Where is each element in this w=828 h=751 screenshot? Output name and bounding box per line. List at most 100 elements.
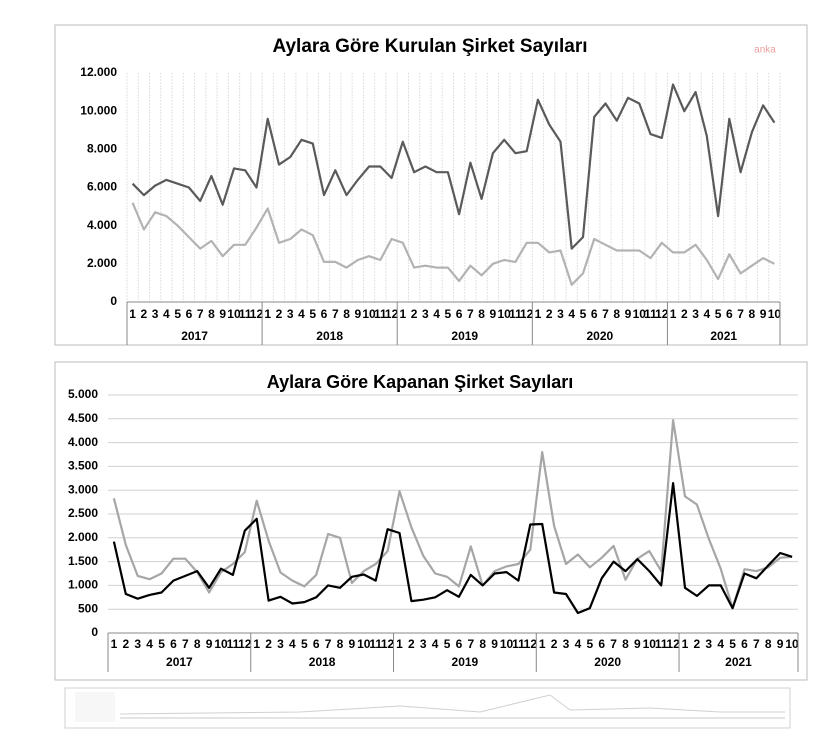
y-tick-label: 2.000: [68, 530, 98, 544]
y-tick-label: 10.000: [80, 103, 117, 117]
watermark: anka: [754, 45, 776, 56]
x-tick-label: 9: [349, 637, 356, 651]
x-tick-label: 1: [253, 637, 260, 651]
y-tick-label: 3.500: [68, 459, 98, 473]
x-tick-label: 6: [591, 307, 598, 321]
x-tick-label: 6: [313, 637, 320, 651]
x-tick-label: 1: [539, 637, 546, 651]
x-tick-label: 11: [512, 637, 525, 651]
chart-frame: [54, 361, 808, 681]
x-tick-label: 5: [445, 307, 452, 321]
chart-title: Aylara Göre Kapanan Şirket Sayıları: [267, 372, 573, 392]
x-tick-label: 10: [227, 307, 241, 321]
x-tick-label: 9: [760, 307, 767, 321]
x-tick-label: 6: [170, 637, 177, 651]
x-tick-label: 5: [174, 307, 181, 321]
thumbnail: [64, 687, 791, 729]
x-tick-label: 3: [705, 637, 712, 651]
x-tick-label: 4: [289, 637, 296, 651]
x-tick-label: 6: [726, 307, 733, 321]
x-tick-label: 1: [399, 307, 406, 321]
x-tick-label: 4: [568, 307, 575, 321]
x-tick-label: 4: [163, 307, 170, 321]
x-tick-label: 3: [134, 637, 141, 651]
x-tick-label: 8: [194, 637, 201, 651]
x-tick-label: 12: [524, 637, 538, 651]
x-tick-label: 8: [613, 307, 620, 321]
x-tick-label: 6: [456, 307, 463, 321]
x-tick-label: 10: [643, 637, 657, 651]
x-tick-label: 6: [321, 307, 328, 321]
y-tick-label: 1.500: [68, 554, 98, 568]
x-tick-label: 12: [238, 637, 252, 651]
x-tick-label: 2: [694, 637, 701, 651]
x-tick-label: 7: [753, 637, 760, 651]
chart-title: Aylara Göre Kurulan Şirket Sayıları: [272, 36, 587, 57]
x-tick-label: 10: [214, 637, 228, 651]
x-tick-label: 2: [411, 307, 418, 321]
x-tick-label: 4: [298, 307, 305, 321]
x-tick-label: 9: [219, 307, 226, 321]
x-tick-label: 8: [479, 637, 486, 651]
group-label: 2017: [166, 655, 193, 669]
x-tick-label: 11: [374, 307, 387, 321]
x-tick-label: 2: [681, 307, 688, 321]
y-tick-label: 2.000: [87, 256, 117, 270]
y-tick-label: 2.500: [68, 506, 98, 520]
x-tick-label: 1: [396, 637, 403, 651]
x-tick-label: 8: [749, 307, 756, 321]
x-tick-label: 2: [551, 637, 558, 651]
x-tick-label: 11: [509, 307, 522, 321]
x-tick-label: 12: [250, 307, 264, 321]
series-line: [112, 419, 793, 610]
x-tick-label: 5: [444, 637, 451, 651]
group-label: 2021: [710, 329, 737, 343]
x-tick-label: 3: [277, 637, 284, 651]
x-tick-label: 7: [737, 307, 744, 321]
x-tick-label: 7: [325, 637, 332, 651]
x-tick-label: 9: [777, 637, 784, 651]
x-tick-label: 6: [741, 637, 748, 651]
x-tick-label: 4: [146, 637, 153, 651]
x-tick-label: 3: [692, 307, 699, 321]
x-tick-label: 5: [586, 637, 593, 651]
series-line: [112, 482, 793, 615]
x-tick-label: 3: [420, 637, 427, 651]
x-tick-label: 5: [158, 637, 165, 651]
x-tick-label: 9: [634, 637, 641, 651]
y-tick-label: 0: [91, 625, 98, 639]
x-tick-label: 3: [563, 637, 570, 651]
x-tick-label: 1: [670, 307, 677, 321]
group-label: 2019: [452, 655, 479, 669]
x-tick-label: 2: [123, 637, 130, 651]
x-tick-label: 5: [715, 307, 722, 321]
x-tick-label: 9: [354, 307, 361, 321]
x-tick-label: 9: [490, 307, 497, 321]
x-tick-label: 10: [362, 307, 376, 321]
x-tick-label: 6: [456, 637, 463, 651]
x-tick-label: 8: [478, 307, 485, 321]
x-tick-label: 8: [622, 637, 629, 651]
x-tick-label: 3: [287, 307, 294, 321]
x-tick-label: 3: [557, 307, 564, 321]
y-tick-label: 8.000: [87, 142, 117, 156]
x-tick-label: 11: [644, 307, 657, 321]
x-tick-label: 1: [535, 307, 542, 321]
x-tick-label: 4: [717, 637, 724, 651]
x-tick-label: 8: [765, 637, 772, 651]
group-label: 2017: [181, 329, 208, 343]
x-tick-label: 9: [206, 637, 213, 651]
group-label: 2019: [451, 329, 478, 343]
x-tick-label: 5: [580, 307, 587, 321]
y-tick-label: 4.000: [68, 435, 98, 449]
x-tick-label: 2: [546, 307, 553, 321]
x-tick-label: 10: [785, 637, 799, 651]
group-label: 2018: [309, 655, 336, 669]
x-tick-label: 8: [343, 307, 350, 321]
x-tick-label: 5: [301, 637, 308, 651]
group-label: 2018: [316, 329, 343, 343]
x-tick-label: 4: [575, 637, 582, 651]
x-tick-label: 9: [625, 307, 632, 321]
x-tick-label: 1: [264, 307, 271, 321]
